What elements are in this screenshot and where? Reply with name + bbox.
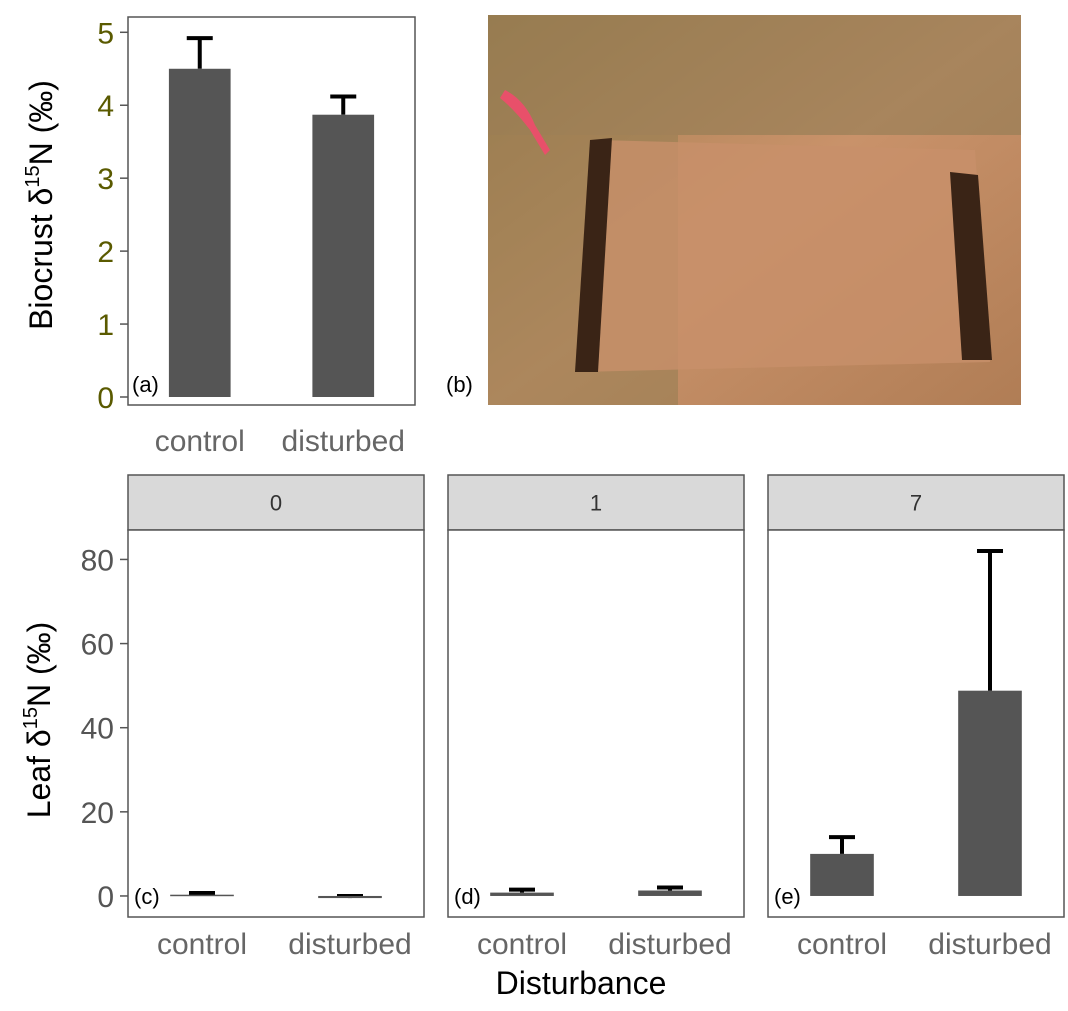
panel-a-y-tick-label: 4 [97, 90, 114, 123]
photo-biocrust-plot [578, 140, 990, 372]
photo-pink-flag [500, 90, 550, 155]
facet-plot-frame-1 [447, 529, 745, 918]
panel-a-bar-control [168, 68, 231, 397]
panel-a-y-tick-label: 1 [97, 309, 114, 342]
leaf-y-axis-title: Leaf δ15N (‰) [20, 622, 57, 819]
photo-plot-trench-right [950, 172, 992, 360]
panel-b-label: (b) [446, 372, 473, 397]
panel-a-y-axis-title-tail: N (‰) [23, 80, 59, 165]
facet-1-bar-disturbed [638, 890, 702, 896]
facet-7-bar-disturbed [958, 690, 1022, 896]
panel-a-y-tick-label: 2 [97, 236, 114, 269]
facet-7-x-tick-label: control [797, 928, 887, 961]
facet-strip-0 [127, 474, 425, 531]
facet-strip-label: 7 [910, 491, 922, 516]
panel-a-y-axis-title-sup: 15 [22, 165, 44, 187]
facet-7-bar-control [810, 853, 874, 896]
leaf-y-tick-label: 40 [81, 713, 114, 746]
panel-a-y-tick-label: 0 [97, 382, 114, 415]
panel-a-label: (a) [132, 372, 159, 397]
photo-plot-trench-left [575, 138, 612, 372]
panel-cde-chart: Leaf δ15N (‰) Disturbance 0 0 20 40 60 80 cont… [20, 474, 1065, 1001]
panel-a-bar-disturbed [312, 114, 375, 397]
leaf-y-tick-label: 20 [81, 797, 114, 830]
leaf-y-tick-label: 0 [97, 881, 114, 914]
photo-dry-grass-top [488, 15, 1021, 135]
leaf-y-axis-title-tail: N (‰) [21, 622, 57, 707]
facet-strip-7 [767, 474, 1065, 531]
facet-strip-1 [447, 474, 745, 531]
facet-panel-label: (c) [134, 884, 160, 909]
facet-7-x-tick-label: disturbed [928, 928, 1051, 961]
panel-a-y-tick-label: 5 [97, 17, 114, 50]
facet-strip-label: 1 [590, 491, 602, 516]
facet-plot-frame-0 [127, 529, 425, 918]
panel-a-y-axis-title-main: Biocrust δ [23, 188, 59, 330]
facet-0-x-tick-label: disturbed [288, 928, 411, 961]
panel-a-x-tick-label: disturbed [282, 425, 405, 458]
facet-panel-label: (e) [774, 884, 801, 909]
leaf-y-axis-title-main: Leaf δ [21, 729, 57, 818]
leaf-y-tick-label: 60 [81, 629, 114, 662]
panel-a-chart: Biocrust δ15N (‰) 0 1 2 3 4 5 control disturbed… [22, 16, 416, 458]
panel-a-y-tick-label: 3 [97, 163, 114, 196]
panel-b-photo: (b) [446, 15, 1021, 405]
facet-1-bar-control [490, 892, 554, 896]
x-axis-title: Disturbance [496, 965, 667, 1001]
facet-0-bar-control [170, 894, 234, 897]
facet-1-x-tick-label: disturbed [608, 928, 731, 961]
facet-0-bar-disturbed [318, 895, 382, 899]
panel-a-x-tick-label: control [155, 425, 245, 458]
leaf-y-axis-title-sup: 15 [20, 707, 42, 729]
facet-0-x-tick-label: control [157, 928, 247, 961]
panel-a-y-axis-title: Biocrust δ15N (‰) [22, 80, 59, 330]
facet-strip-label: 0 [270, 491, 282, 516]
facet-panel-label: (d) [454, 884, 481, 909]
leaf-y-tick-label: 80 [81, 544, 114, 577]
facet-1-x-tick-label: control [477, 928, 567, 961]
